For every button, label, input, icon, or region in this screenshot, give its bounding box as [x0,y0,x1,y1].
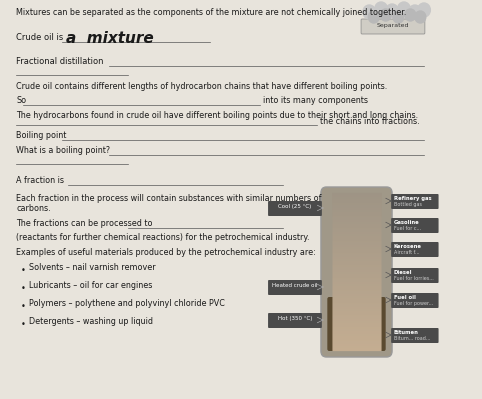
Text: Fuel oil: Fuel oil [394,295,416,300]
Text: •: • [20,302,25,311]
Text: Bitum... road...: Bitum... road... [394,336,430,341]
Text: Fractional distillation: Fractional distillation [16,57,104,66]
Circle shape [398,2,410,16]
Circle shape [393,11,404,23]
FancyBboxPatch shape [321,187,392,357]
Text: A fraction is: A fraction is [16,176,65,185]
FancyBboxPatch shape [391,242,439,257]
FancyBboxPatch shape [327,297,386,351]
FancyBboxPatch shape [268,280,322,295]
Circle shape [368,11,379,23]
FancyBboxPatch shape [391,293,439,308]
Text: the chains into fractions.: the chains into fractions. [320,117,420,126]
Text: Boiling point: Boiling point [16,131,67,140]
Circle shape [363,5,375,19]
Text: •: • [20,320,25,329]
Text: Hot (350 °C): Hot (350 °C) [278,316,312,321]
Text: Cool (25 °C): Cool (25 °C) [278,204,311,209]
Text: •: • [20,266,25,275]
Text: Aircraft f...: Aircraft f... [394,250,419,255]
Text: Heated crude oil: Heated crude oil [272,283,318,288]
Text: Separated: Separated [377,23,409,28]
Text: Fuel for power...: Fuel for power... [394,301,433,306]
Circle shape [408,5,421,19]
Text: Solvents – nail varnish remover: Solvents – nail varnish remover [29,263,156,272]
FancyBboxPatch shape [268,201,322,216]
Text: Lubricants – oil for car engines: Lubricants – oil for car engines [29,281,152,290]
Text: Detergents – washing up liquid: Detergents – washing up liquid [29,317,153,326]
Text: Mixtures can be separated as the components of the mixture are not chemically jo: Mixtures can be separated as the compone… [16,8,407,17]
FancyBboxPatch shape [391,194,439,209]
Text: into its many components: into its many components [263,96,368,105]
Text: Gasoline: Gasoline [394,220,420,225]
Text: So: So [16,96,27,105]
Text: Examples of useful materials produced by the petrochemical industry are:: Examples of useful materials produced by… [16,248,316,257]
Circle shape [405,9,416,21]
Text: a  mixture: a mixture [66,31,153,46]
Text: Crude oil is: Crude oil is [16,33,64,42]
FancyBboxPatch shape [268,313,322,328]
Circle shape [380,9,391,21]
Circle shape [386,4,399,18]
Text: Diesel: Diesel [394,270,413,275]
Text: (reactants for further chemical reactions) for the petrochemical industry.: (reactants for further chemical reaction… [16,233,310,242]
Text: Crude oil contains different lengths of hydrocarbon chains that have different b: Crude oil contains different lengths of … [16,82,388,91]
Text: Bottled gas: Bottled gas [394,202,422,207]
FancyBboxPatch shape [391,268,439,283]
FancyBboxPatch shape [391,328,439,343]
Circle shape [415,11,426,23]
FancyBboxPatch shape [361,19,425,34]
Text: Fuel for c...: Fuel for c... [394,226,421,231]
Text: Bitumen: Bitumen [394,330,419,335]
Text: Each fraction in the process will contain substances with similar numbers of
car: Each fraction in the process will contai… [16,194,322,213]
Text: Kerosene: Kerosene [394,244,422,249]
Circle shape [417,3,430,17]
Text: The hydrocarbons found in crude oil have different boiling points due to their s: The hydrocarbons found in crude oil have… [16,111,418,120]
Text: Refinery gas: Refinery gas [394,196,431,201]
FancyBboxPatch shape [391,218,439,233]
Text: What is a boiling point?: What is a boiling point? [16,146,110,155]
Text: •: • [20,284,25,293]
Text: Polymers – polythene and polyvinyl chloride PVC: Polymers – polythene and polyvinyl chlor… [29,299,225,308]
Circle shape [375,2,388,16]
Text: The fractions can be processed to: The fractions can be processed to [16,219,153,228]
Text: Fuel for lorries...: Fuel for lorries... [394,276,434,281]
